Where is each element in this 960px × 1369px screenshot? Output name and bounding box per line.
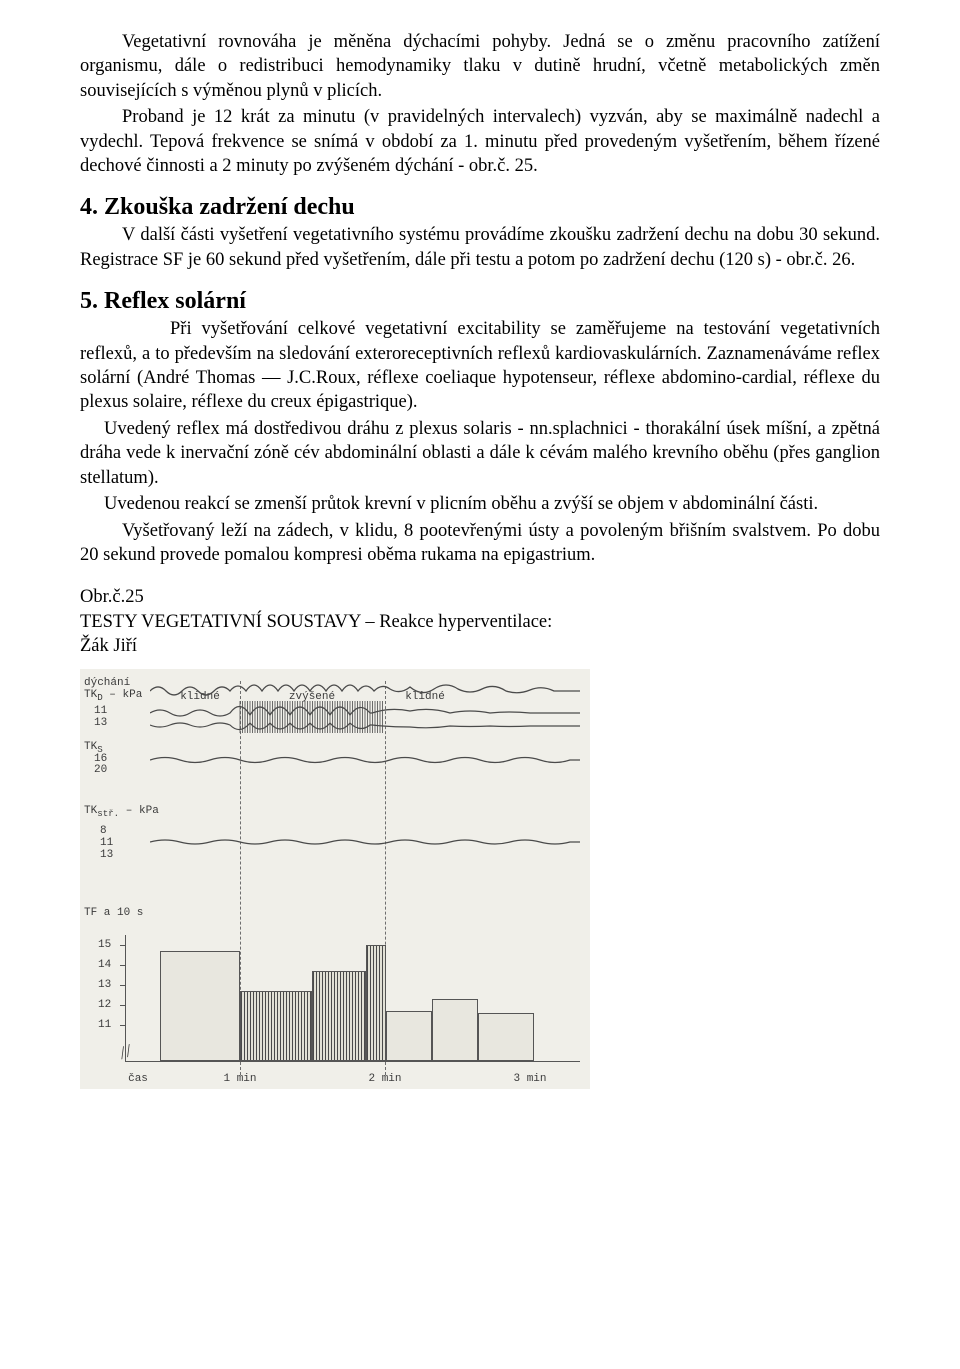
paragraph-1: Vegetativní rovnováha je měněna dýchacím… — [80, 30, 880, 103]
paragraph-2: Proband je 12 krát za minutu (v pravidel… — [80, 105, 880, 178]
section-5: 5. Reflex solární Při vyšetřování celkov… — [80, 288, 880, 567]
tf-bar — [386, 1011, 432, 1061]
tf-bar — [240, 991, 312, 1061]
paragraph-3: V další části vyšetření vegetativního sy… — [80, 223, 880, 272]
paragraph-4: Při vyšetřování celkové vegetativní exci… — [80, 317, 880, 415]
panel-label: TKstř. – kPa — [84, 805, 159, 819]
document-page: Vegetativní rovnováha je měněna dýchacím… — [40, 0, 920, 1129]
tf-bar — [478, 1013, 534, 1061]
y-tick: 15 — [98, 939, 111, 951]
heading-4-number: 4. — [80, 194, 98, 220]
x-tick: 1 min — [223, 1073, 256, 1085]
heading-4: 4. Zkouška zadržení dechu — [80, 194, 880, 221]
heading-5-number: 5. — [80, 288, 98, 314]
y-tick: 20 — [94, 764, 107, 776]
x-tick: 2 min — [368, 1073, 401, 1085]
paragraph-5: Uvedený reflex má dostředivou dráhu z pl… — [80, 417, 880, 490]
y-tick: 12 — [98, 999, 111, 1011]
tkstr-trace — [150, 829, 580, 855]
y-tick: 13 — [94, 717, 107, 729]
y-tick: 11 — [98, 1019, 111, 1031]
figure-caption-line-2: TESTY VEGETATIVNÍ SOUSTAVY – Reakce hype… — [80, 610, 880, 634]
y-tick: 14 — [98, 959, 111, 971]
y-tick: 8 — [100, 825, 107, 837]
panel-label: TF a 10 s — [84, 907, 143, 919]
paragraph-6: Uvedenou reakcí se zmenší průtok krevní … — [80, 492, 880, 516]
y-tick: 11 — [94, 705, 107, 717]
figure-caption-line-3: Žák Jiří — [80, 634, 880, 658]
tf-bar — [366, 945, 386, 1061]
section-4: 4. Zkouška zadržení dechu V další části … — [80, 194, 880, 272]
x-axis-label: čas — [128, 1073, 148, 1085]
x-tick: 3 min — [513, 1073, 546, 1085]
heading-5-title: Reflex solární — [104, 288, 246, 314]
paragraph-7: Vyšetřovaný leží na zádech, v klidu, 8 p… — [80, 519, 880, 568]
heading-4-title: Zkouška zadržení dechu — [104, 194, 355, 220]
figure-caption-line-1: Obr.č.25 — [80, 585, 880, 609]
panel-label: TKD – kPa — [84, 689, 142, 703]
tks-trace — [150, 747, 580, 773]
tf-bar — [312, 971, 366, 1061]
tf-bar — [432, 999, 478, 1061]
y-tick: 11 — [100, 837, 113, 849]
figure-hyperventilation-chart: klidnézvýšenéklidnédýcháníTKD – kPa1113T… — [80, 669, 590, 1089]
y-tick: 13 — [98, 979, 111, 991]
panel-label: dýchání — [84, 677, 130, 689]
tf-bar — [160, 951, 240, 1061]
heading-5: 5. Reflex solární — [80, 288, 880, 315]
y-axis — [125, 935, 126, 1061]
breathing-trace — [150, 677, 580, 737]
x-axis — [125, 1061, 580, 1062]
figure-caption: Obr.č.25 TESTY VEGETATIVNÍ SOUSTAVY – Re… — [80, 585, 880, 658]
y-tick: 13 — [100, 849, 113, 861]
